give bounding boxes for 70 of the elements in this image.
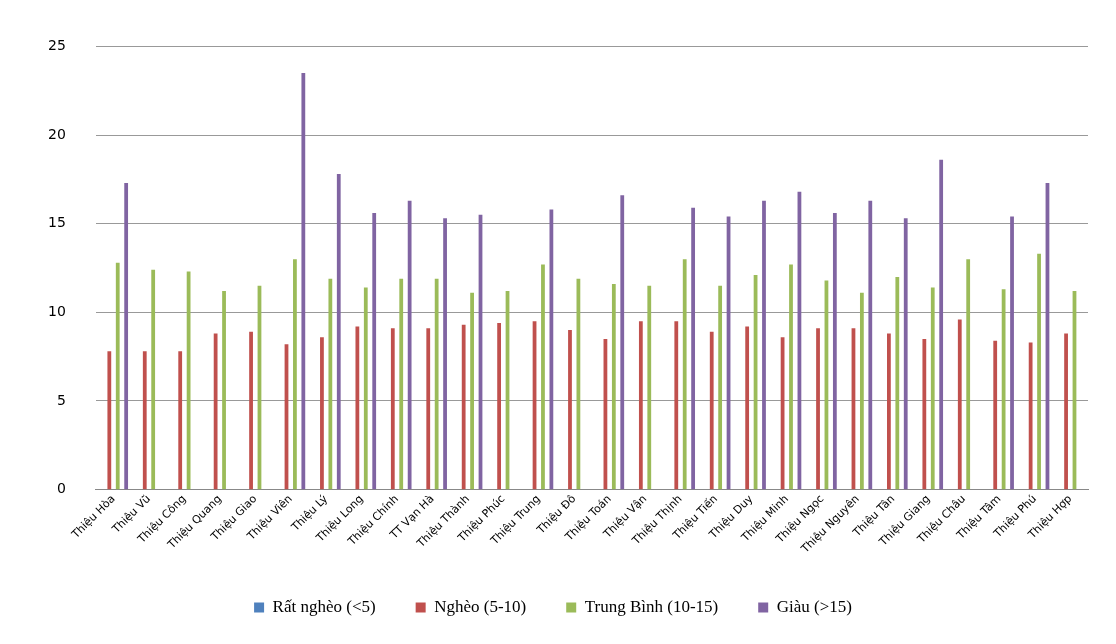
bar: [124, 182, 129, 490]
y-tick-label: 20: [47, 125, 66, 142]
bar: [186, 271, 191, 490]
bar: [390, 328, 395, 490]
bar: [647, 285, 652, 490]
bar: [816, 328, 820, 490]
y-tick-label: 25: [47, 37, 66, 54]
bar: [115, 262, 120, 490]
bar: [922, 338, 927, 490]
bar: [372, 213, 377, 490]
bar: [966, 259, 971, 490]
bar: [718, 285, 723, 490]
bar: [336, 174, 341, 490]
bar: [213, 333, 218, 490]
bar: [461, 324, 466, 490]
bar: [638, 321, 643, 490]
bar: [939, 159, 944, 490]
bar: [682, 259, 687, 490]
bar: [328, 278, 333, 490]
bar: [363, 287, 368, 490]
bar: [399, 278, 404, 490]
y-tick-label: 10: [47, 302, 66, 319]
bar: [745, 326, 750, 490]
bar: [1037, 253, 1041, 490]
bar: [151, 269, 156, 490]
bar: [293, 259, 297, 490]
bar: [249, 331, 253, 490]
legend-label: Trung Bình (10-15): [584, 596, 719, 616]
bar: [541, 264, 545, 490]
bar: [993, 340, 998, 490]
bar: [178, 351, 183, 490]
bar: [859, 292, 864, 490]
bar: [611, 283, 616, 490]
bar: [549, 209, 554, 490]
legend-label: Nghèo (5-10): [434, 596, 527, 616]
bar: [832, 213, 837, 490]
bar: [620, 195, 625, 490]
bar: [709, 331, 714, 490]
bar: [222, 291, 226, 490]
bar: [789, 264, 793, 490]
bar: [674, 321, 679, 490]
y-tick-label: 15: [47, 214, 66, 231]
bar: [1010, 216, 1014, 490]
bar: [1064, 333, 1068, 490]
bar: [1028, 342, 1033, 490]
bar: [443, 218, 447, 490]
bar: [691, 207, 696, 490]
bar: [1001, 289, 1006, 490]
bar: [568, 330, 572, 490]
bar: [426, 328, 431, 490]
y-tick-label: 5: [56, 391, 66, 408]
bar: [497, 322, 502, 490]
bar: [434, 278, 439, 490]
bar: [320, 337, 324, 490]
bar: [930, 287, 935, 490]
bar: [762, 200, 766, 490]
legend-label: Giàu (>15): [776, 596, 852, 616]
bar: [301, 72, 306, 490]
bar: [407, 200, 412, 490]
bar: [903, 218, 908, 490]
bar: [142, 351, 147, 490]
bar: [895, 276, 900, 490]
y-tick-label: 0: [56, 480, 66, 497]
bar: [887, 333, 891, 490]
legend-label: Rất nghèo (<5): [272, 596, 376, 616]
bar: [107, 351, 112, 490]
bar: [470, 292, 474, 490]
bar: [868, 200, 873, 490]
bar: [355, 326, 360, 490]
bar: [957, 319, 962, 490]
